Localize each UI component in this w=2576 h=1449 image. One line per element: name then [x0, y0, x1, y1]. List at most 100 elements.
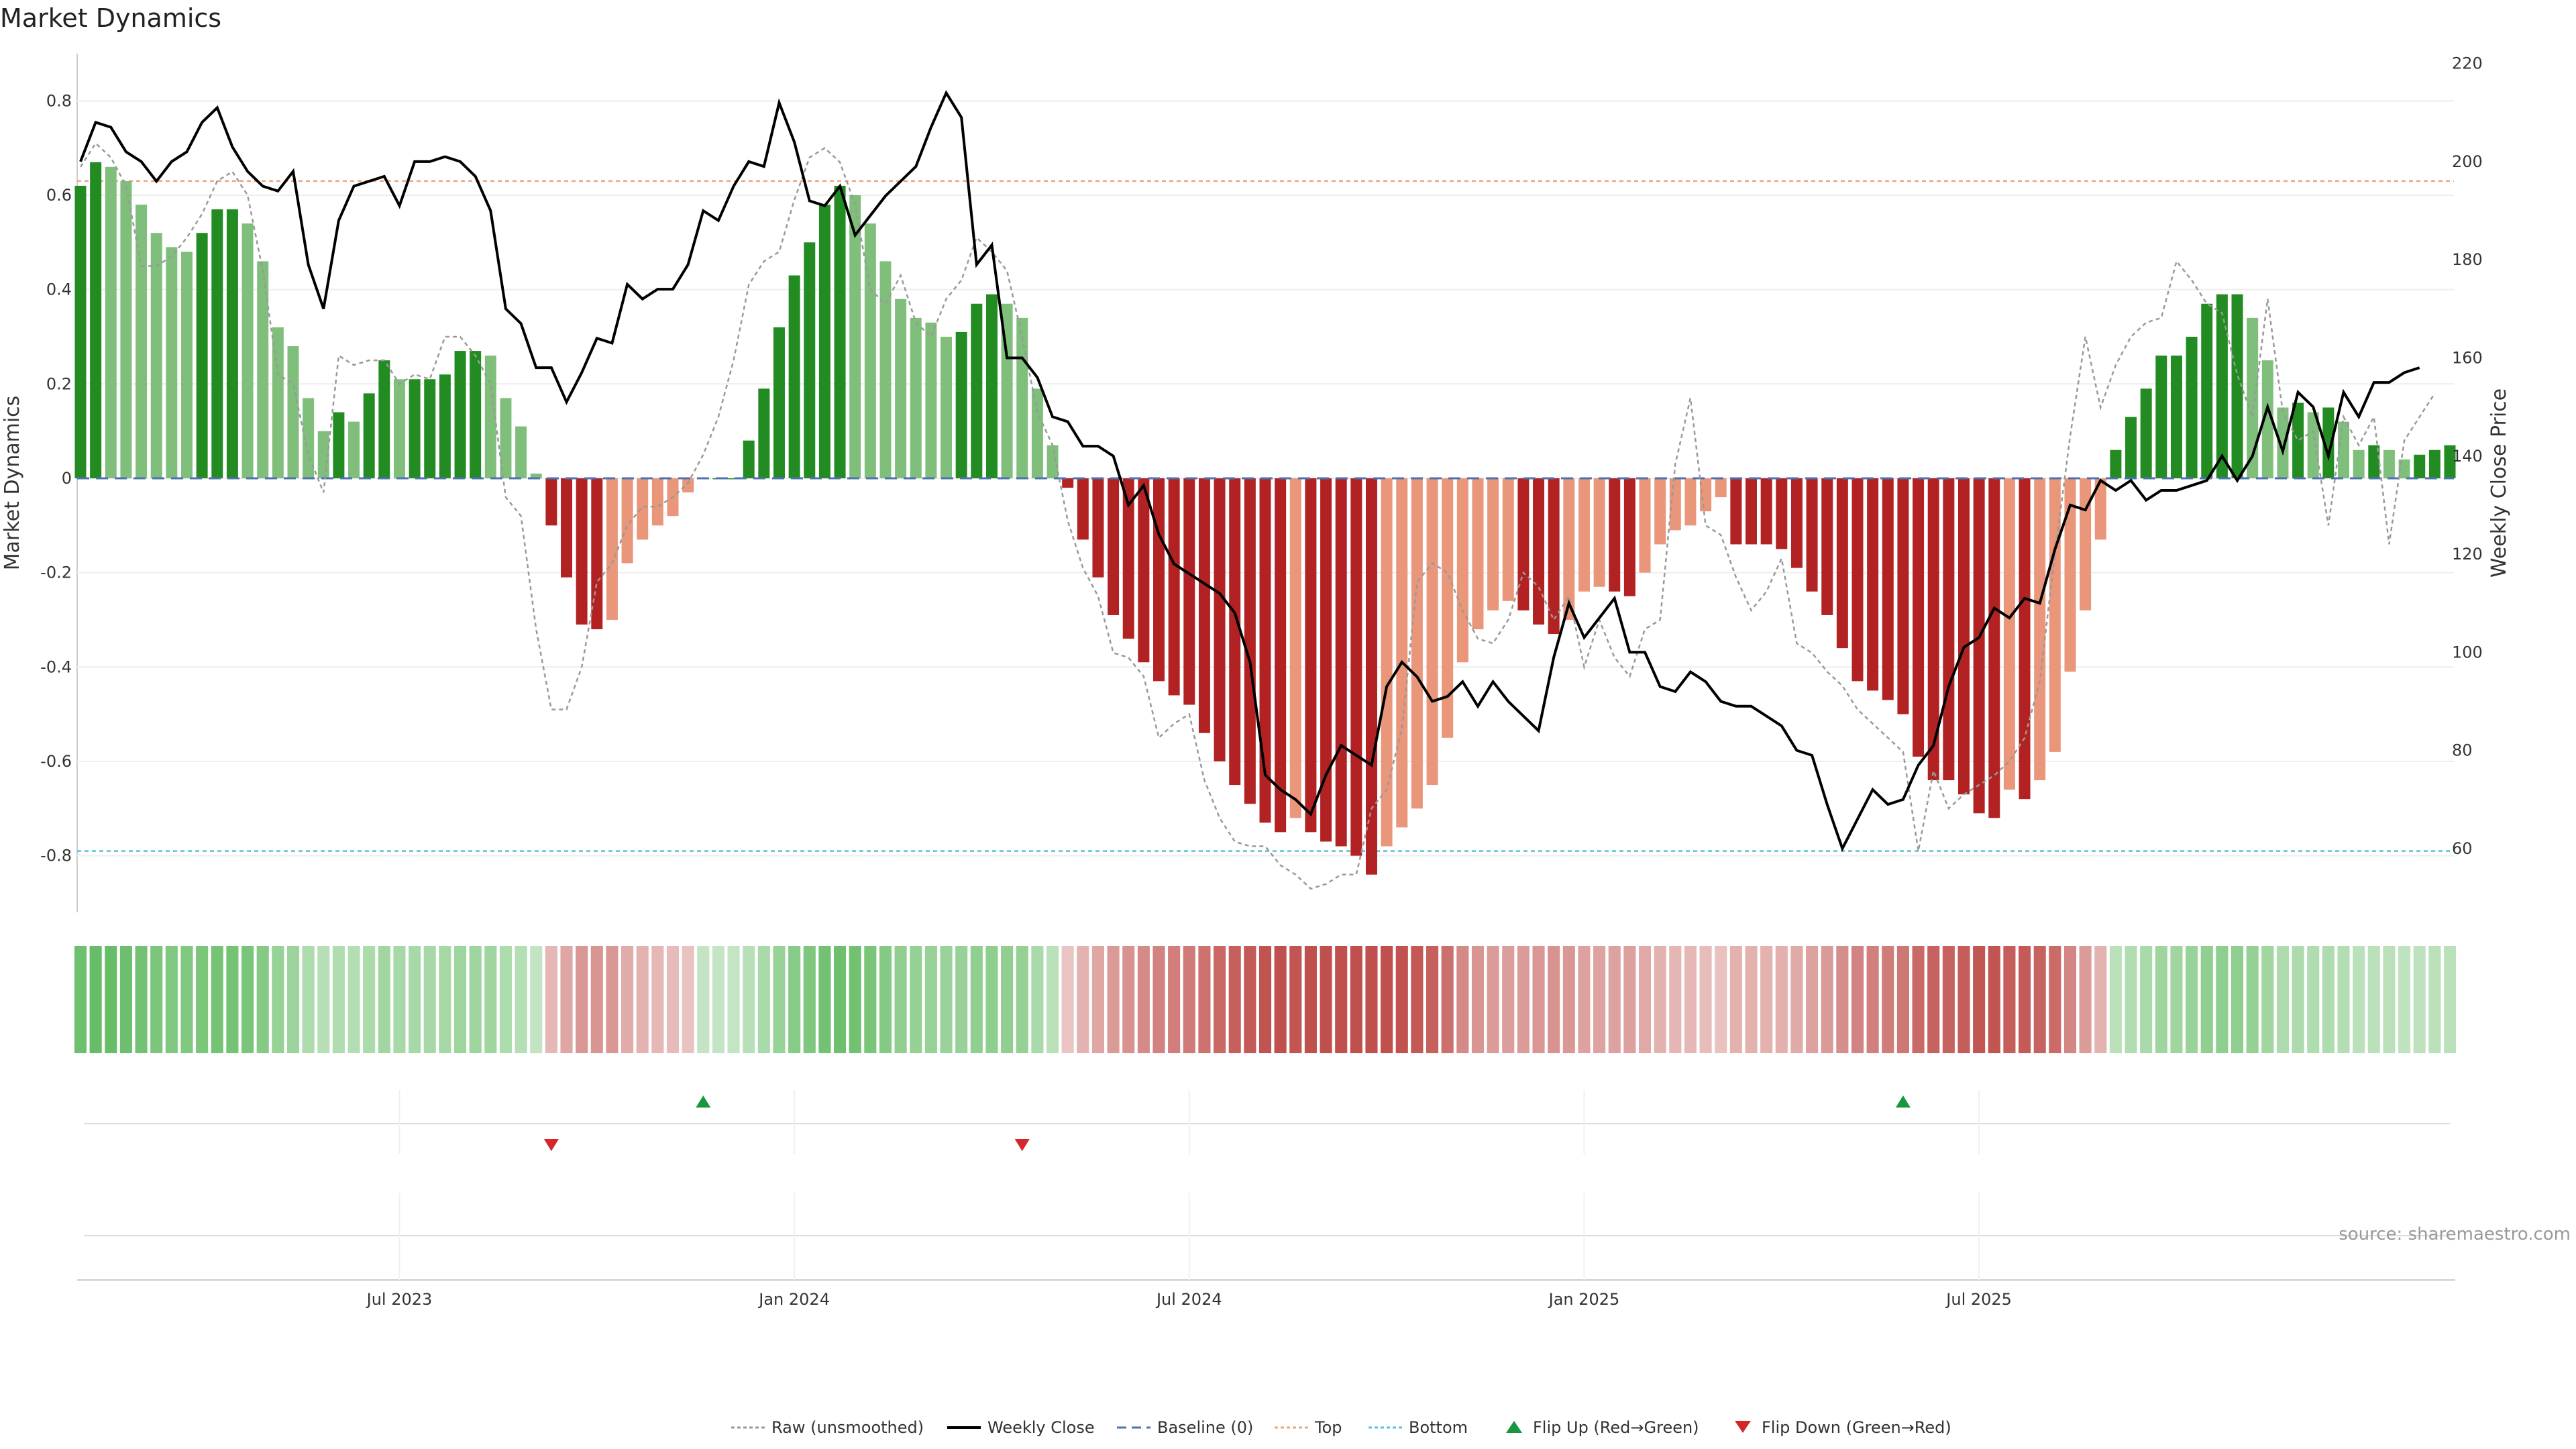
dynamics-bar	[2064, 478, 2076, 672]
x-tick-label: Jul 2025	[1945, 1290, 2012, 1309]
heat-cell	[1487, 946, 1499, 1053]
left-tick-label: -0.2	[40, 564, 72, 582]
dynamics-bar	[910, 317, 922, 478]
heat-cell	[2155, 946, 2167, 1053]
x-tick-label: Jul 2023	[366, 1290, 433, 1309]
raw-series-line	[79, 142, 2436, 890]
heat-cell	[1350, 946, 1362, 1053]
heat-cell	[1168, 946, 1181, 1053]
heat-cell	[1137, 946, 1150, 1053]
heat-cell	[2231, 946, 2244, 1053]
dynamics-bar	[1350, 478, 1362, 856]
dynamics-bar	[879, 261, 892, 478]
flip-up-marker	[696, 1095, 711, 1108]
heat-cell	[1912, 946, 1925, 1053]
dynamics-bar	[849, 195, 861, 478]
heat-cell	[241, 946, 254, 1053]
dynamics-bar	[1806, 478, 1818, 592]
heat-cell	[317, 946, 330, 1053]
left-axis-title: Market Dynamics	[1, 396, 24, 571]
right-tick-label: 160	[2452, 348, 2483, 367]
heat-cell	[1578, 946, 1591, 1053]
heat-cell	[1882, 946, 1894, 1053]
heat-cell	[1851, 946, 1864, 1053]
dynamics-bar	[651, 478, 663, 526]
dynamics-bar	[2094, 478, 2106, 540]
heat-cell	[2003, 946, 2016, 1053]
right-axis-ticks: 60 80 100 120 140 160 180 200 220	[2452, 54, 2483, 858]
dynamics-bar	[530, 473, 542, 478]
dynamics-bar	[470, 351, 482, 478]
heat-cell	[226, 946, 239, 1053]
dynamics-bar	[758, 388, 770, 478]
dynamics-bar	[1153, 478, 1165, 682]
heat-cell	[621, 946, 634, 1053]
x-tick-label: Jan 2024	[757, 1290, 830, 1309]
dynamics-bar	[303, 398, 315, 478]
heat-cell	[1532, 946, 1545, 1053]
heat-cell	[1031, 946, 1044, 1053]
heat-cell	[1258, 946, 1272, 1053]
heat-cell	[1077, 946, 1089, 1053]
heat-cell	[940, 946, 953, 1053]
heat-cell	[1244, 946, 1256, 1053]
left-tick-label: 0.6	[46, 186, 72, 205]
heat-cell	[302, 946, 315, 1053]
dynamics-bar	[2186, 336, 2198, 478]
dynamics-bar	[2368, 445, 2380, 478]
dynamics-bar	[454, 351, 466, 478]
heat-cell	[1775, 946, 1788, 1053]
heat-cell	[910, 946, 922, 1053]
heat-cell	[697, 946, 710, 1053]
heat-cell	[1790, 946, 1803, 1053]
heat-cell	[1365, 946, 1378, 1053]
heat-cell	[743, 946, 755, 1053]
heat-cell	[1942, 946, 1955, 1053]
dynamics-bar	[1913, 478, 1925, 757]
heat-cell	[2094, 946, 2107, 1053]
dynamics-bar	[728, 478, 740, 480]
heat-cell	[165, 946, 178, 1053]
dynamics-bar	[1776, 478, 1788, 549]
dynamics-bar	[1442, 478, 1454, 738]
right-tick-label: 200	[2452, 152, 2483, 171]
heat-cell	[1471, 946, 1485, 1053]
heat-cell	[1729, 946, 1742, 1053]
x-tick-label: Jul 2024	[1155, 1290, 1222, 1309]
dynamics-bar	[211, 209, 223, 478]
dynamics-bar	[378, 360, 390, 478]
heat-cell	[1896, 946, 1909, 1053]
heat-cell	[1548, 946, 1560, 1053]
dynamics-bar	[2034, 478, 2046, 781]
heat-cell	[2186, 946, 2198, 1053]
heat-cell	[2246, 946, 2259, 1053]
heat-cell	[849, 946, 861, 1053]
dynamics-bar	[1016, 317, 1028, 478]
dynamics-bar	[1198, 478, 1210, 733]
dynamics-bar	[1183, 478, 1195, 705]
heat-cell	[1715, 946, 1727, 1053]
heat-cell	[1046, 946, 1059, 1053]
heat-cell	[560, 946, 573, 1053]
dynamics-bar	[2277, 407, 2289, 478]
right-tick-label: 60	[2452, 839, 2473, 858]
dynamics-bar	[1077, 478, 1089, 540]
bottom-panel	[77, 1193, 2455, 1281]
heat-cell	[545, 946, 557, 1053]
heat-cell	[970, 946, 983, 1053]
dynamics-bar	[1502, 478, 1514, 601]
heat-cell	[818, 946, 831, 1053]
heat-cell	[879, 946, 892, 1053]
heat-cell	[1623, 946, 1636, 1053]
heat-cell	[2292, 946, 2304, 1053]
dynamics-bar	[1092, 478, 1104, 578]
dynamics-bar	[136, 205, 148, 478]
heat-cell	[1699, 946, 1712, 1053]
heat-strip	[74, 946, 2457, 1053]
heat-cell	[2063, 946, 2077, 1053]
dynamics-bar	[348, 421, 360, 478]
heat-cell	[2109, 946, 2122, 1053]
left-tick-label: -0.6	[40, 752, 72, 771]
dynamics-bar	[2080, 478, 2092, 610]
